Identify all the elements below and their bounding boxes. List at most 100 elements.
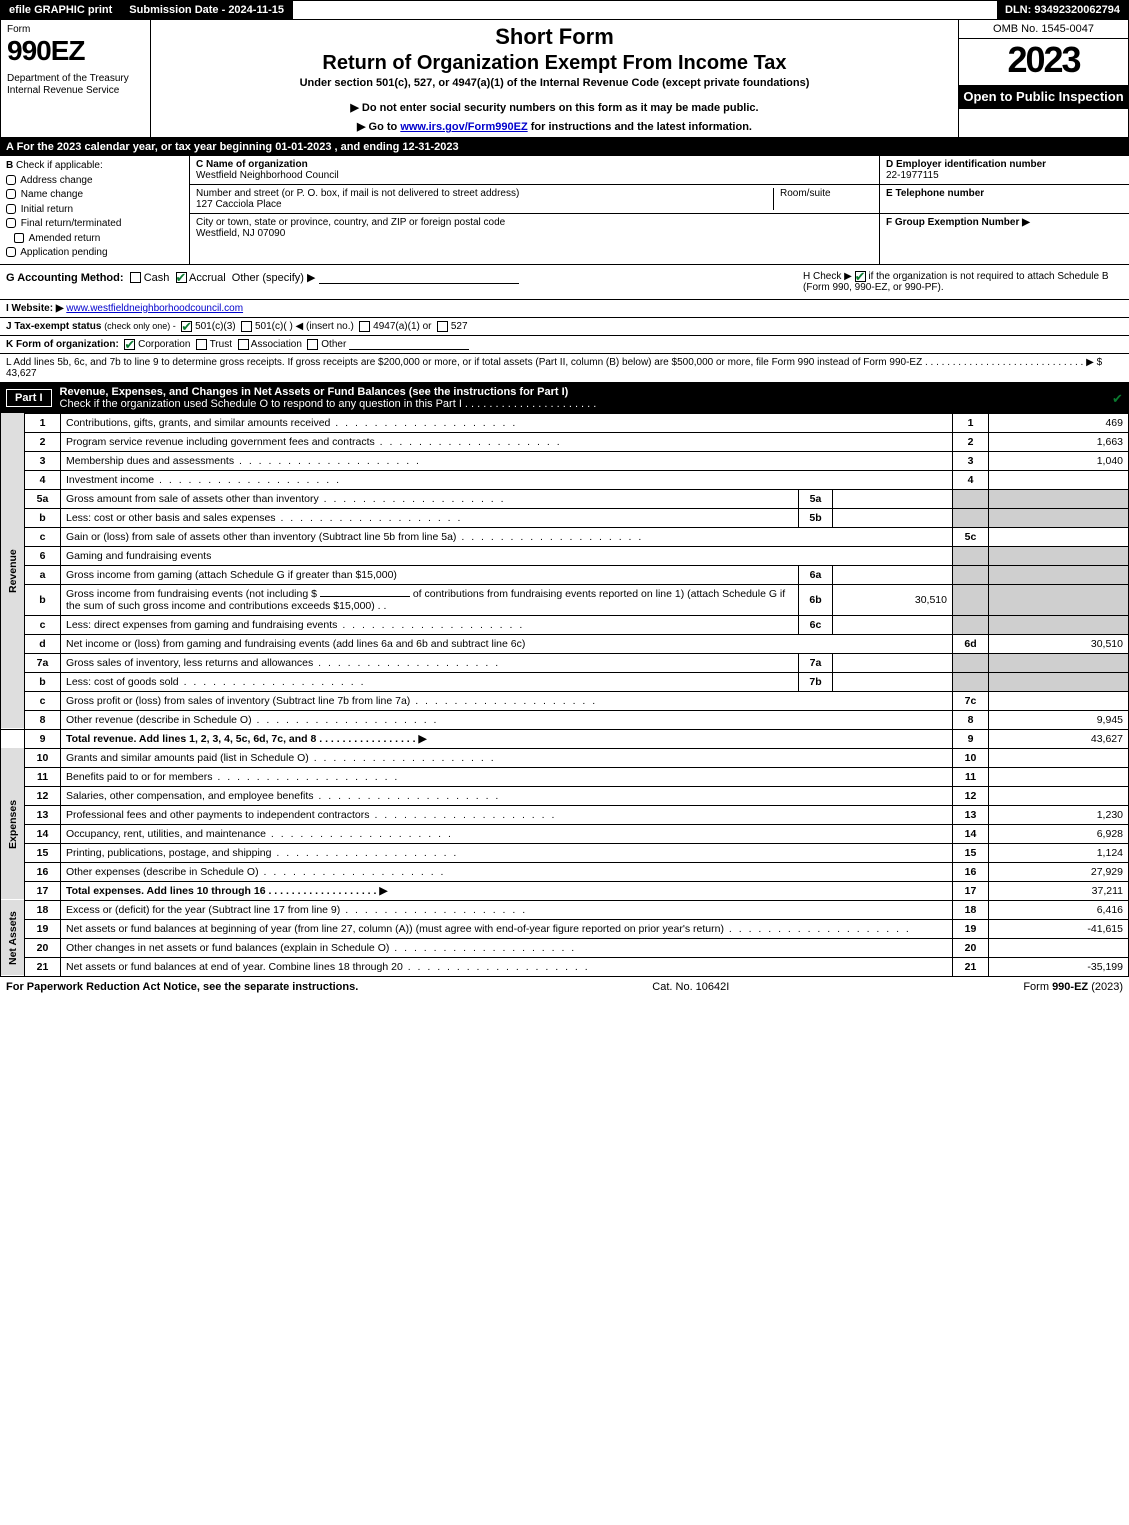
b-opt-4: Amended return	[29, 233, 101, 244]
k-c: Association	[251, 339, 302, 350]
g-other-blank[interactable]	[319, 274, 519, 284]
chk-527[interactable]	[437, 321, 448, 332]
line-i: I Website: ▶ www.westfieldneighborhoodco…	[0, 300, 1129, 318]
chk-corp[interactable]	[124, 339, 135, 350]
chk-assoc[interactable]	[238, 339, 249, 350]
l6a-d: Gross income from gaming (attach Schedul…	[61, 565, 799, 584]
l6-grey1	[953, 546, 989, 565]
l6b-grey1	[953, 584, 989, 615]
l2-d: Program service revenue including govern…	[66, 436, 562, 448]
l6b-sr: 6b	[799, 584, 833, 615]
col-b: B Check if applicable: Address change Na…	[0, 156, 190, 264]
l19-d: Net assets or fund balances at beginning…	[66, 923, 911, 935]
l16-r: 16	[953, 862, 989, 881]
k-other-blank[interactable]	[349, 340, 469, 350]
form-header: Form 990EZ Department of the Treasury In…	[0, 20, 1129, 138]
l7a-grey1	[953, 653, 989, 672]
chk-accrual[interactable]	[176, 272, 187, 283]
l6c-sv	[833, 615, 953, 634]
b-opt-2: Initial return	[21, 204, 73, 215]
l5a-n: 5a	[25, 489, 61, 508]
chk-schedule-o[interactable]	[1112, 393, 1123, 404]
page-footer: For Paperwork Reduction Act Notice, see …	[0, 977, 1129, 997]
l5b-sv	[833, 508, 953, 527]
l10-n: 10	[25, 748, 61, 767]
l14-d: Occupancy, rent, utilities, and maintena…	[66, 828, 453, 840]
city-value: Westfield, NJ 07090	[196, 228, 285, 239]
l6a-n: a	[25, 565, 61, 584]
h-section: H Check ▶ if the organization is not req…	[803, 271, 1123, 293]
top-bar: efile GRAPHIC print Submission Date - 20…	[0, 0, 1129, 20]
chk-application-pending[interactable]	[6, 247, 16, 257]
link-post: for instructions and the latest informat…	[528, 121, 752, 133]
l7a-d: Gross sales of inventory, less returns a…	[66, 657, 500, 669]
form-title: Return of Organization Exempt From Incom…	[159, 52, 950, 75]
l18-v: 6,416	[989, 900, 1129, 919]
d-label: D Employer identification number	[886, 159, 1046, 170]
chk-501c[interactable]	[241, 321, 252, 332]
chk-initial-return[interactable]	[6, 204, 16, 214]
l8-r: 8	[953, 710, 989, 729]
netassets-vlabel: Net Assets	[1, 900, 25, 976]
l-text: L Add lines 5b, 6c, and 7b to line 9 to …	[6, 357, 1102, 368]
expenses-vlabel: Expenses	[1, 748, 25, 900]
l2-n: 2	[25, 432, 61, 451]
l5c-n: c	[25, 527, 61, 546]
efile-label[interactable]: efile GRAPHIC print	[1, 1, 121, 19]
chk-501c3[interactable]	[181, 321, 192, 332]
chk-h[interactable]	[855, 271, 866, 282]
j-label: J Tax-exempt status	[6, 321, 101, 332]
l13-d: Professional fees and other payments to …	[66, 809, 556, 821]
line-l: L Add lines 5b, 6c, and 7b to line 9 to …	[0, 354, 1129, 383]
l6c-sr: 6c	[799, 615, 833, 634]
l14-v: 6,928	[989, 824, 1129, 843]
l3-d: Membership dues and assessments	[66, 455, 421, 467]
l20-n: 20	[25, 938, 61, 957]
l7a-grey2	[989, 653, 1129, 672]
l12-r: 12	[953, 786, 989, 805]
l6b-blank[interactable]	[320, 596, 410, 597]
l1-d: Contributions, gifts, grants, and simila…	[66, 417, 517, 429]
l5a-sr: 5a	[799, 489, 833, 508]
l6d-r: 6d	[953, 634, 989, 653]
l12-d: Salaries, other compensation, and employ…	[66, 790, 500, 802]
l5b-grey2	[989, 508, 1129, 527]
l6d-v: 30,510	[989, 634, 1129, 653]
chk-cash[interactable]	[130, 272, 141, 283]
website-link[interactable]: www.westfieldneighborhoodcouncil.com	[66, 303, 243, 314]
chk-amended-return[interactable]	[14, 233, 24, 243]
chk-final-return[interactable]	[6, 218, 16, 228]
part-1-title: Revenue, Expenses, and Changes in Net As…	[60, 386, 597, 410]
l18-r: 18	[953, 900, 989, 919]
chk-trust[interactable]	[196, 339, 207, 350]
chk-4947[interactable]	[359, 321, 370, 332]
l13-n: 13	[25, 805, 61, 824]
l7c-n: c	[25, 691, 61, 710]
ein-value: 22-1977115	[886, 170, 939, 181]
chk-address-change[interactable]	[6, 175, 16, 185]
footer-mid: Cat. No. 10642I	[652, 981, 729, 993]
city-label: City or town, state or province, country…	[196, 217, 505, 228]
chk-other-org[interactable]	[307, 339, 318, 350]
b-opt-5: Application pending	[20, 247, 107, 258]
l1-n: 1	[25, 413, 61, 432]
line-k: K Form of organization: Corporation Trus…	[0, 336, 1129, 354]
b-opt-3: Final return/terminated	[21, 218, 122, 229]
l16-v: 27,929	[989, 862, 1129, 881]
l15-d: Printing, publications, postage, and shi…	[66, 847, 458, 859]
l1-v: 469	[989, 413, 1129, 432]
l5c-d: Gain or (loss) from sale of assets other…	[66, 531, 643, 543]
l20-v	[989, 938, 1129, 957]
b-letter: B	[6, 160, 13, 171]
l9-v: 43,627	[989, 729, 1129, 748]
l11-d: Benefits paid to or for members	[66, 771, 399, 783]
l5c-v	[989, 527, 1129, 546]
b-opt-0: Address change	[20, 175, 92, 186]
chk-name-change[interactable]	[6, 189, 16, 199]
l15-v: 1,124	[989, 843, 1129, 862]
l11-n: 11	[25, 767, 61, 786]
l3-r: 3	[953, 451, 989, 470]
l8-v: 9,945	[989, 710, 1129, 729]
l4-v	[989, 470, 1129, 489]
irs-link[interactable]: www.irs.gov/Form990EZ	[400, 121, 527, 133]
